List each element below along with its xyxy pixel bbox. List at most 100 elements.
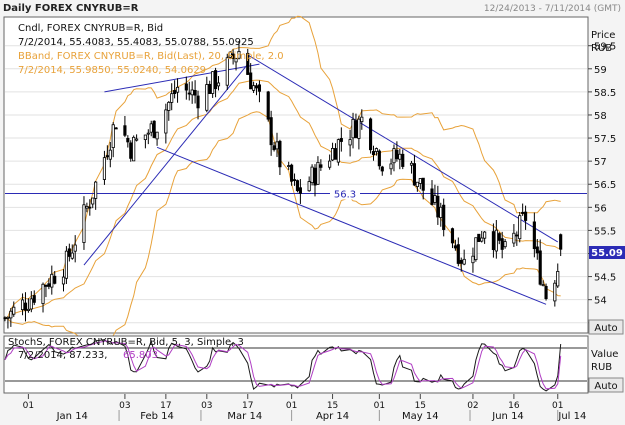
xtick-day-4: 17 — [242, 401, 253, 411]
candle-body-15 — [64, 250, 68, 279]
candle-body-41 — [170, 93, 174, 103]
candle-body-89 — [369, 118, 373, 151]
candle-body-21 — [88, 206, 92, 209]
candle-body-53 — [216, 82, 221, 87]
xtick-day-9: 02 — [467, 401, 478, 411]
candle-body-130 — [535, 246, 539, 254]
horizontal-line-56-3[interactable] — [5, 186, 587, 200]
date-axis: 01 03 17 03 17 01 15 01 15 02 16 01 Jan 14 Feb 14 Mar … — [23, 394, 586, 422]
candle-body-116 — [477, 233, 481, 242]
last-price-marker: 55.09 — [589, 246, 625, 259]
date-range: 12/24/2013 - 7/11/2014 (GMT) — [484, 4, 621, 14]
candle-body-105 — [433, 195, 437, 203]
stoch-axis-title: Value — [591, 349, 618, 360]
last-price-value: 55.09 — [591, 248, 623, 259]
candle-body-65 — [269, 117, 273, 146]
xtick-day-5: 01 — [286, 401, 297, 411]
candle-body-82 — [336, 139, 340, 163]
candle-body-80 — [330, 147, 335, 161]
candle-body-104 — [430, 188, 434, 205]
candle-body-23 — [94, 181, 98, 199]
candle-body-133 — [544, 285, 548, 300]
ytick-label-58: 58 — [594, 111, 607, 122]
candle-body-9 — [41, 283, 45, 304]
candle-body-39 — [164, 109, 168, 134]
candle-body-108 — [442, 204, 446, 230]
candle-body-98 — [401, 153, 405, 167]
candle-body-12 — [50, 273, 54, 288]
candle-body-44 — [184, 83, 188, 91]
candle-body-31 — [129, 142, 133, 159]
candle-body-112 — [459, 259, 463, 264]
ytick-label-59.5: 59.5 — [594, 42, 616, 53]
ytick-label-59: 59 — [594, 65, 607, 76]
candle-body-49 — [205, 84, 209, 111]
candle-body-81 — [333, 148, 338, 160]
candle-body-62 — [254, 85, 259, 89]
candle-body-86 — [354, 120, 358, 138]
candle-body-29 — [123, 125, 127, 136]
stoch-auto-label: Auto — [594, 381, 617, 392]
ytick-label-56: 56 — [594, 203, 607, 214]
candle-body-34 — [143, 134, 147, 141]
main-auto-label: Auto — [594, 323, 617, 334]
candle-body-75 — [310, 166, 314, 184]
candle-body-134 — [553, 282, 557, 302]
candle-body-100 — [412, 163, 417, 186]
candle-body-25 — [105, 155, 109, 158]
candle-body-109 — [450, 228, 455, 244]
candle-body-118 — [483, 231, 487, 239]
candle-body-129 — [532, 221, 536, 250]
horizontal-line-label: 56.3 — [334, 189, 356, 200]
candle-body-73 — [298, 187, 302, 194]
candle-body-96 — [395, 149, 399, 160]
xtick-month-5: Jun 14 — [491, 411, 524, 421]
candle-body-74 — [307, 181, 311, 192]
candle-body-56 — [231, 53, 235, 60]
trendlines[interactable] — [83, 54, 559, 305]
bband-middle — [4, 79, 561, 319]
candle-body-131 — [538, 250, 542, 285]
candle-body-55 — [228, 51, 232, 58]
candle-body-1 — [6, 316, 10, 319]
candle-body-22 — [91, 197, 95, 205]
candle-body-123 — [503, 241, 507, 248]
main-plot-area[interactable] — [3, 16, 589, 334]
stoch-auto-button[interactable] — [588, 377, 624, 393]
candle-body-106 — [436, 195, 440, 218]
stoch-plot-area[interactable] — [3, 335, 589, 394]
ytick-label-54: 54 — [594, 296, 607, 307]
candle-body-13 — [53, 275, 57, 284]
stoch-d-line — [4, 340, 562, 390]
candlesticks — [3, 41, 563, 329]
candle-body-90 — [371, 151, 376, 155]
candle-body-4 — [20, 299, 25, 310]
candle-body-63 — [257, 84, 262, 92]
main-auto-button[interactable] — [588, 319, 624, 335]
candle-body-132 — [541, 284, 545, 287]
candle-body-76 — [313, 167, 317, 186]
horizontal-line-label-bg — [330, 186, 360, 200]
candle-body-0 — [3, 317, 7, 320]
candle-body-17 — [70, 252, 74, 259]
candle-body-61 — [252, 85, 256, 91]
candle-body-54 — [225, 57, 229, 86]
candle-body-114 — [471, 255, 475, 264]
xtick-day-6: 15 — [327, 401, 338, 411]
xtick-day-2: 17 — [160, 401, 171, 411]
trendline-3 — [247, 54, 559, 243]
xtick-month-1: Feb 14 — [140, 411, 174, 421]
candle-body-111 — [456, 244, 460, 264]
candle-body-93 — [380, 166, 384, 172]
candle-body-18 — [73, 244, 77, 252]
candle-body-19 — [82, 204, 86, 243]
candle-body-27 — [111, 124, 115, 148]
candle-body-102 — [418, 178, 422, 184]
candle-body-136 — [559, 234, 563, 250]
candle-body-36 — [149, 123, 153, 133]
xtick-day-0: 01 — [23, 401, 34, 411]
candle-body-59 — [246, 52, 250, 75]
xtick-month-4: May 14 — [402, 411, 439, 421]
